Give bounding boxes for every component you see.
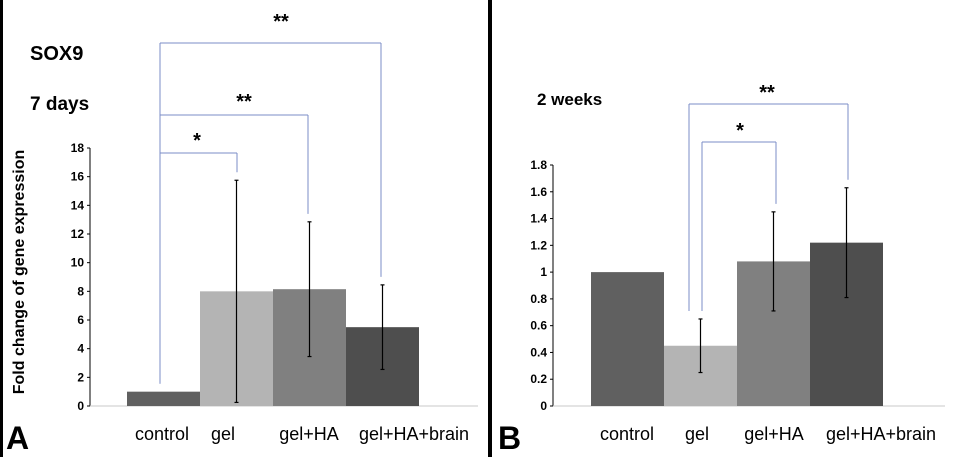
- y-tick-label: 0.8: [530, 292, 547, 306]
- panel-a-letter: A: [6, 420, 29, 456]
- y-tick-label: 2: [77, 370, 84, 384]
- y-tick-label: 1.2: [530, 238, 547, 252]
- category-label: gel+HA+brain: [359, 424, 469, 444]
- y-tick-label: 18: [71, 141, 85, 155]
- figure-title: SOX9: [30, 43, 83, 65]
- y-tick-label: 1: [540, 265, 547, 279]
- y-tick-label: 0: [540, 399, 547, 413]
- y-tick-label: 0.2: [530, 372, 547, 386]
- y-tick-label: 1.8: [530, 158, 547, 172]
- y-tick-label: 1.6: [530, 185, 547, 199]
- category-label: control: [135, 424, 189, 444]
- category-label: gel+HA: [744, 424, 804, 444]
- y-tick-label: 6: [77, 313, 84, 327]
- significance-label: **: [273, 11, 289, 33]
- y-tick-label: 12: [71, 227, 85, 241]
- y-tick-label: 1.4: [530, 212, 547, 226]
- panel-a-title: 7 days: [30, 94, 89, 115]
- significance-label: **: [759, 82, 775, 104]
- y-tick-label: 0.6: [530, 319, 547, 333]
- category-label: gel+HA: [279, 424, 339, 444]
- panel-b-title: 2 weeks: [537, 90, 602, 109]
- category-label: gel: [211, 424, 235, 444]
- y-tick-label: 8: [77, 284, 84, 298]
- y-tick-label: 10: [71, 256, 85, 270]
- y-tick-label: 0.4: [530, 345, 547, 359]
- panel-b-chart: 0 0.2 0.4 0.6 0.8 1 1.2 1.4 1.6 1.8 control gel gel+…: [530, 82, 945, 444]
- significance-label: *: [736, 120, 744, 142]
- significance-label: **: [236, 91, 252, 113]
- y-tick-label: 16: [71, 170, 85, 184]
- significance-label: *: [193, 130, 201, 152]
- category-label: gel: [685, 424, 709, 444]
- category-label: gel+HA+brain: [826, 424, 936, 444]
- panel-b-letter: B: [498, 420, 521, 456]
- panel-a-chart: 0 2 4 6 8 10 12 14 16 18 control gel gel+HA gel+HA+br…: [71, 11, 478, 444]
- bar-control: [127, 391, 200, 406]
- bar-control: [591, 272, 664, 406]
- category-label: control: [600, 424, 654, 444]
- y-tick-label: 0: [77, 399, 84, 413]
- y-tick-label: 14: [71, 198, 85, 212]
- y-tick-label: 4: [77, 342, 84, 356]
- y-axis-label: Fold change of gene expression: [11, 150, 28, 395]
